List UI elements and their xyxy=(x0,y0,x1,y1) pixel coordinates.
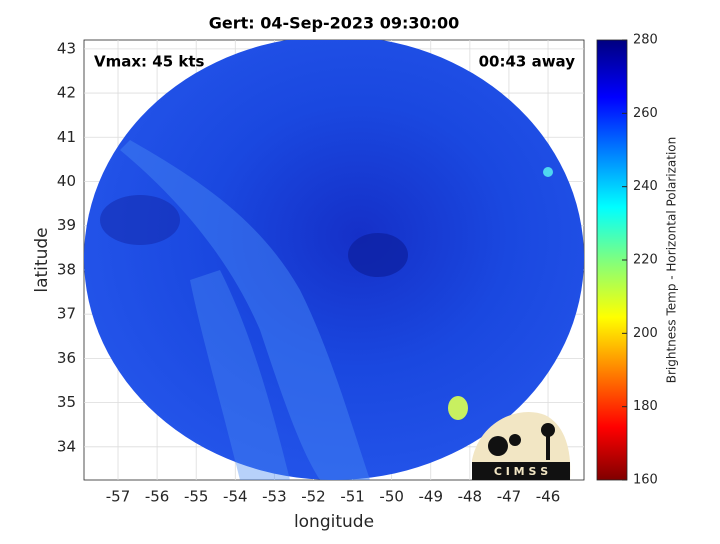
x-tick-label: -48 xyxy=(458,488,483,506)
x-tick-label: -46 xyxy=(536,488,561,506)
y-tick-label: 34 xyxy=(57,437,76,455)
x-tick-label: -49 xyxy=(419,488,444,506)
x-tick-label: -55 xyxy=(184,488,209,506)
colorbar-tick-label: 240 xyxy=(633,179,658,194)
ticks: -57 -56 -55 -54 -53 -52 -51 -50 -49 -48 -47 -46 34 35… xyxy=(57,33,658,506)
y-tick-label: 36 xyxy=(57,349,76,367)
y-tick-label: 38 xyxy=(57,260,76,278)
y-tick-label: 43 xyxy=(57,39,76,57)
satellite-image xyxy=(84,40,584,480)
x-tick-label: -50 xyxy=(379,488,404,506)
y-tick-label: 41 xyxy=(57,128,76,146)
cimss-logo: C I M S S xyxy=(472,412,571,480)
vmax-annotation: Vmax: 45 kts xyxy=(94,53,204,71)
title: Gert: 04-Sep-2023 09:30:00 xyxy=(209,14,460,33)
x-tick-label: -54 xyxy=(223,488,248,506)
colorbar-tick-label: 220 xyxy=(633,253,658,268)
x-tick-label: -47 xyxy=(497,488,522,506)
y-tick-label: 35 xyxy=(57,393,76,411)
y-tick-label: 42 xyxy=(57,84,76,102)
time-annotation: 00:43 away xyxy=(479,53,576,71)
colorbar-tick-label: 200 xyxy=(633,326,658,341)
x-tick-label: -53 xyxy=(262,488,287,506)
x-tick-label: -56 xyxy=(145,488,170,506)
x-tick-label: -51 xyxy=(340,488,365,506)
y-tick-label: 40 xyxy=(57,172,76,190)
colorbar-tick-label: 180 xyxy=(633,399,658,414)
x-tick-label: -57 xyxy=(106,488,131,506)
colorbar-tick-label: 260 xyxy=(633,106,658,121)
y-tick-label: 37 xyxy=(57,305,76,323)
y-tick-label: 39 xyxy=(57,216,76,234)
y-axis-label: latitude xyxy=(32,227,52,292)
colorbar-tick-label: 280 xyxy=(633,33,658,48)
colorbar-tick-label: 160 xyxy=(633,473,658,488)
colorbar-label: Brightness Temp - Horizontal Polarizatio… xyxy=(665,137,679,384)
logo-text: C I M S S xyxy=(494,465,548,478)
x-axis-label: longitude xyxy=(294,512,374,532)
x-tick-label: -52 xyxy=(301,488,326,506)
